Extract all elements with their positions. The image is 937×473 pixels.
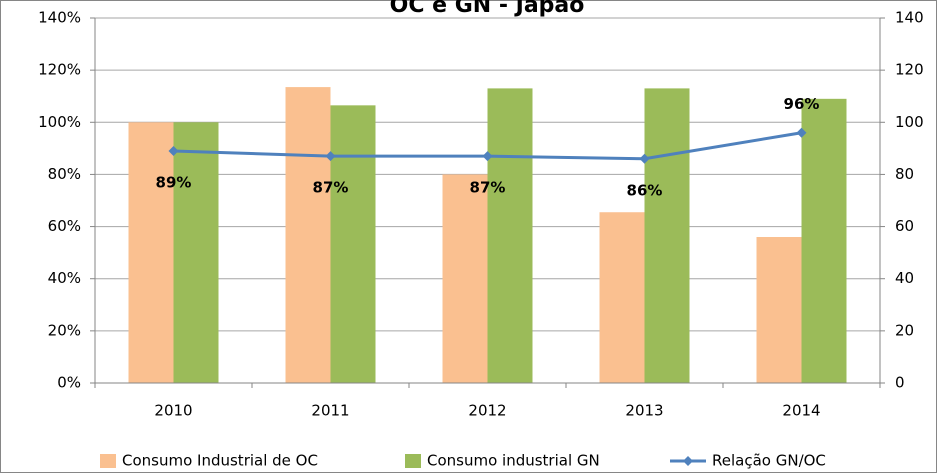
line-marker: [168, 145, 179, 156]
data-label: 89%: [156, 173, 192, 191]
y2-tick-label: 40: [895, 269, 914, 287]
bar: [330, 105, 376, 383]
y-tick-label: 0%: [57, 374, 81, 392]
bar: [801, 98, 847, 384]
data-label: 96%: [784, 95, 820, 113]
line-marker: [639, 153, 650, 164]
bar: [756, 237, 802, 383]
y-tick-label: 100%: [38, 113, 81, 131]
y-tick-label: 120%: [38, 61, 81, 79]
bar: [173, 122, 219, 384]
y-tick-label: 80%: [48, 165, 81, 183]
bar: [442, 174, 488, 383]
chart-title: OC e GN - Japão: [390, 0, 585, 18]
x-tick-label: 2014: [782, 402, 820, 420]
data-label: 87%: [470, 179, 506, 197]
bar: [599, 212, 645, 383]
bar: [487, 88, 533, 384]
data-label: 86%: [627, 181, 663, 199]
x-tick-label: 2010: [154, 402, 192, 420]
y2-tick-label: 120: [895, 61, 924, 79]
bar: [285, 87, 331, 383]
bar: [644, 88, 690, 384]
line-marker: [482, 151, 493, 162]
line-marker: [796, 127, 807, 138]
legend-label: Consumo Industrial de OC: [122, 452, 318, 470]
x-tick-label: 2012: [468, 402, 506, 420]
x-tick-label: 2011: [311, 402, 349, 420]
y-tick-label: 20%: [48, 321, 81, 339]
data-label: 87%: [313, 179, 349, 197]
y-tick-label: 140%: [38, 9, 81, 27]
legend-label: Consumo industrial GN: [427, 452, 600, 470]
y-tick-label: 60%: [48, 217, 81, 235]
y2-tick-label: 20: [895, 321, 914, 339]
x-tick-label: 2013: [625, 402, 663, 420]
y2-tick-label: 80: [895, 165, 914, 183]
line-marker: [325, 151, 336, 162]
legend-marker: [683, 456, 693, 466]
y2-tick-label: 60: [895, 217, 914, 235]
y2-tick-label: 0: [895, 374, 905, 392]
y-tick-label: 40%: [48, 269, 81, 287]
legend-label: Relação GN/OC: [712, 452, 826, 470]
bar: [128, 122, 174, 384]
legend-swatch: [100, 454, 116, 468]
y2-tick-label: 140: [895, 9, 924, 27]
legend-swatch: [405, 454, 421, 468]
y2-tick-label: 100: [895, 113, 924, 131]
